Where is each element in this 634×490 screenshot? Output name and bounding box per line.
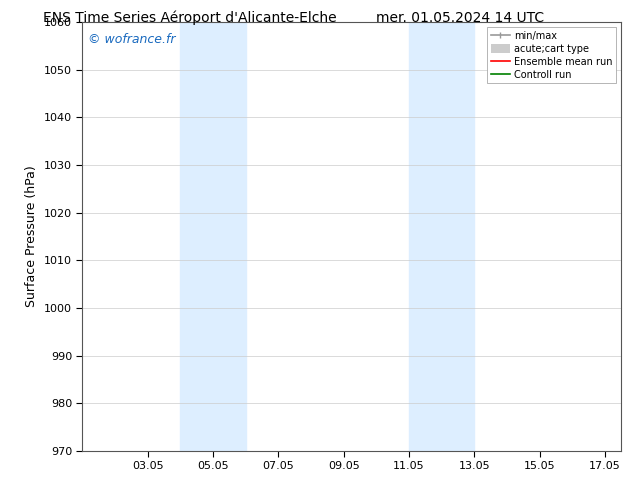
Bar — [409, 22, 474, 451]
Bar — [181, 22, 246, 451]
Text: © wofrance.fr: © wofrance.fr — [87, 33, 176, 46]
Text: ENS Time Series Aéroport d'Alicante-Elche: ENS Time Series Aéroport d'Alicante-Elch… — [43, 11, 337, 25]
Legend: min/max, acute;cart type, Ensemble mean run, Controll run: min/max, acute;cart type, Ensemble mean … — [487, 27, 616, 83]
Text: mer. 01.05.2024 14 UTC: mer. 01.05.2024 14 UTC — [375, 11, 544, 25]
Y-axis label: Surface Pressure (hPa): Surface Pressure (hPa) — [25, 166, 38, 307]
